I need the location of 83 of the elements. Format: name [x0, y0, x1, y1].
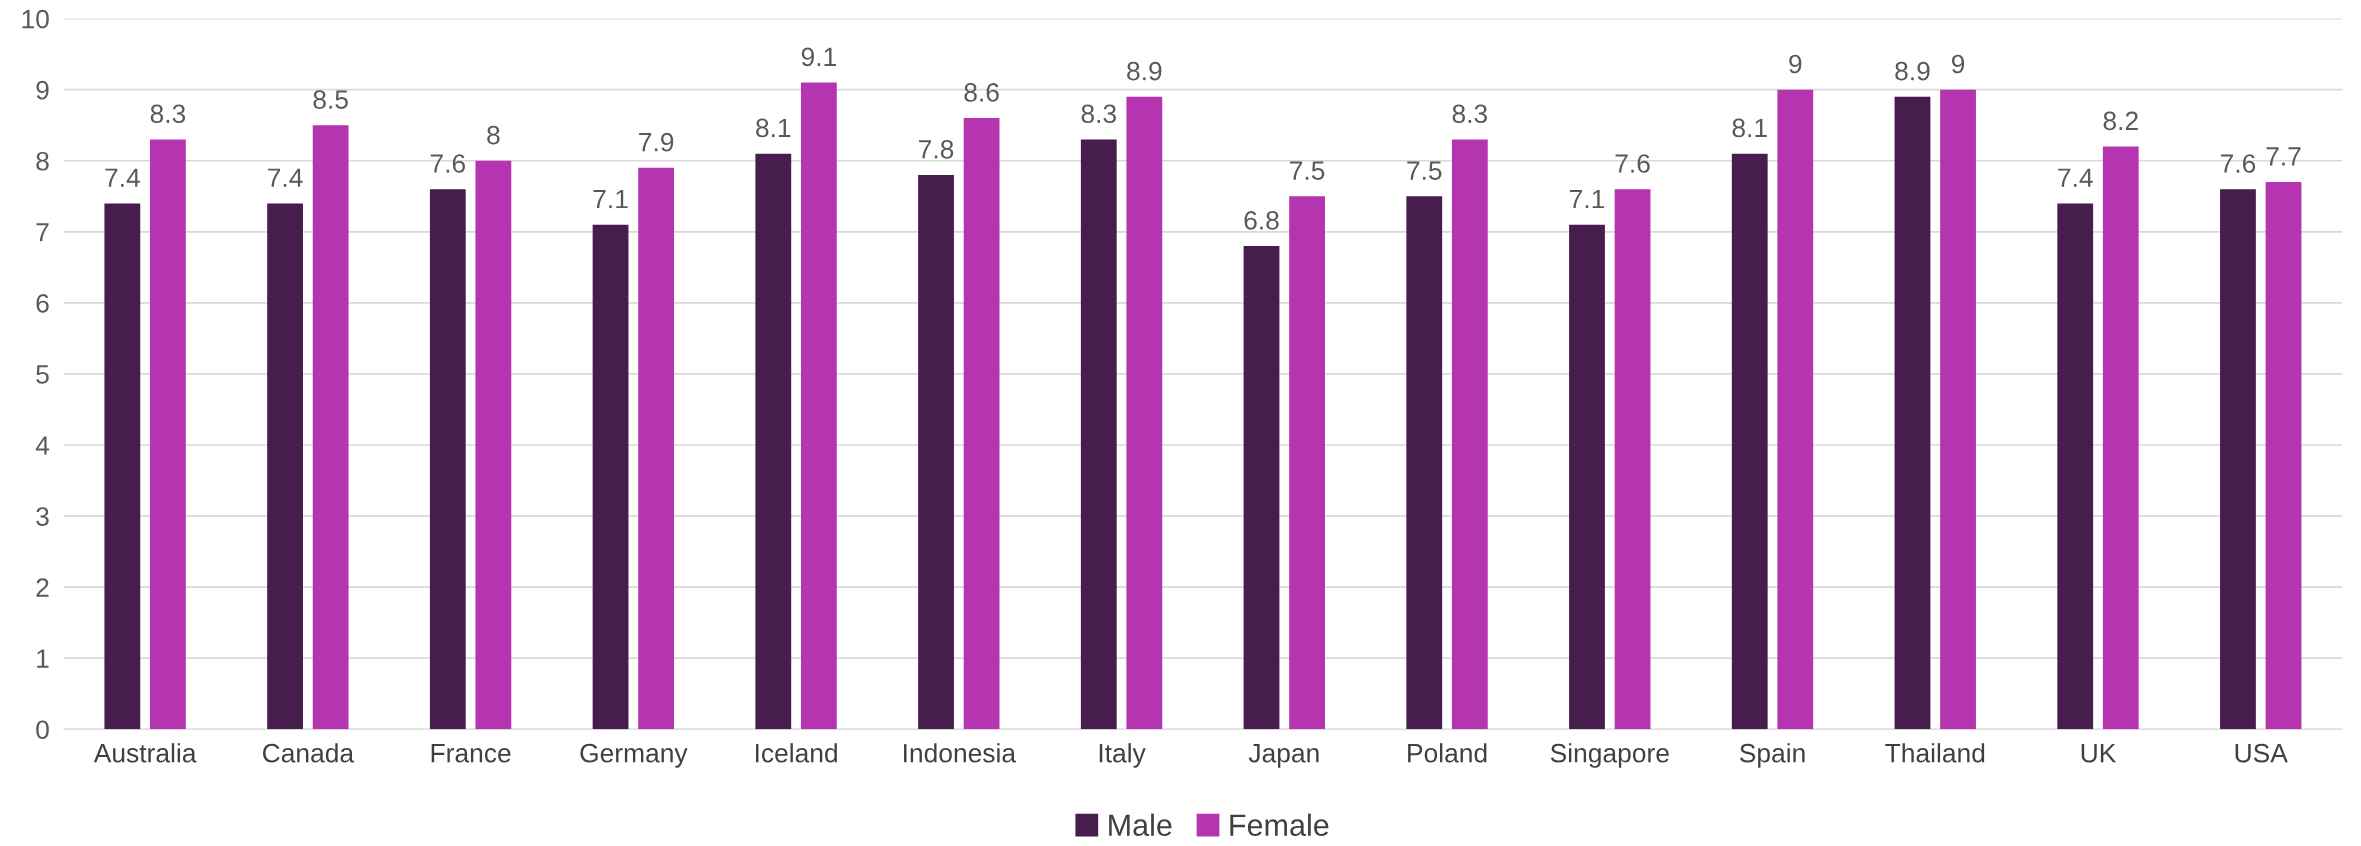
data-label: 8.2	[2103, 111, 2138, 131]
bar	[2220, 189, 2256, 730]
data-label: 8.1	[756, 118, 791, 138]
legend-label: Male	[1109, 813, 1172, 837]
data-label: 6.8	[1244, 211, 1279, 230]
bar	[1777, 89, 1814, 730]
data-label: 7.4	[268, 168, 303, 187]
data-label: 7.5	[1290, 161, 1325, 180]
data-label: 7.6	[430, 154, 465, 173]
data-label: 9.1	[801, 47, 836, 67]
bar	[104, 203, 141, 730]
x-tick-label: Spain	[1739, 743, 1805, 768]
y-tick-label: 1	[37, 649, 49, 668]
x-tick-label: Poland	[1408, 743, 1487, 763]
bar	[638, 167, 675, 730]
bar	[592, 224, 629, 730]
y-tick-label: 9	[36, 80, 49, 100]
bar	[1940, 89, 1976, 730]
y-tick-label: 10	[22, 9, 49, 29]
bar	[2265, 182, 2302, 730]
x-tick-label: USA	[2235, 743, 2288, 763]
y-tick-label: 2	[36, 578, 49, 597]
x-tick-label: Australia	[93, 743, 197, 763]
data-label: 8.1	[1732, 118, 1767, 138]
bar	[1614, 189, 1651, 730]
bar	[1451, 139, 1488, 730]
bar	[800, 82, 837, 730]
data-label: 7.4	[2058, 168, 2093, 187]
data-label: 8.9	[1127, 61, 1162, 81]
bar	[1126, 96, 1163, 730]
data-label: 8.3	[150, 104, 186, 124]
bar	[963, 118, 1000, 730]
data-label: 8	[487, 125, 500, 145]
legend-label: Female	[1230, 813, 1329, 837]
bar	[1569, 224, 1605, 730]
data-label: 8.3	[1081, 104, 1116, 124]
data-label: 7.6	[1615, 154, 1650, 173]
data-label: 8.3	[1452, 104, 1488, 124]
y-tick-label: 7	[36, 223, 49, 242]
data-label: 7.5	[1407, 161, 1442, 180]
y-tick-label: 5	[36, 365, 49, 384]
x-tick-label: Italy	[1099, 743, 1146, 768]
bar	[1894, 96, 1931, 730]
data-label: 7.1	[1570, 189, 1605, 209]
bar	[312, 125, 349, 730]
bar	[267, 203, 303, 730]
x-tick-label: Germany	[580, 743, 688, 768]
bar	[475, 160, 512, 730]
data-label: 7.4	[105, 168, 140, 187]
y-tick-label: 8	[36, 151, 49, 171]
bar	[918, 174, 954, 730]
data-label: 7.8	[919, 139, 954, 159]
bar	[1243, 246, 1280, 730]
bar	[1080, 139, 1117, 730]
data-label: 8.6	[964, 83, 999, 102]
x-tick-label: Japan	[1248, 744, 1319, 768]
x-tick-label: Singapore	[1550, 743, 1669, 768]
bar	[2102, 146, 2139, 730]
x-tick-label: UK	[2081, 744, 2117, 763]
bar	[150, 139, 186, 730]
x-tick-label: Thailand	[1885, 743, 1985, 763]
data-label: 8.5	[313, 90, 348, 109]
data-label: 9	[1789, 54, 1802, 74]
bar	[755, 153, 792, 730]
data-label: 8.9	[1895, 61, 1930, 81]
bar	[1289, 196, 1325, 730]
bar	[429, 189, 466, 730]
x-tick-label: Indonesia	[904, 743, 1017, 763]
x-tick-label: Iceland	[755, 743, 837, 763]
x-tick-label: France	[431, 744, 511, 763]
data-label: 9	[1951, 54, 1965, 74]
y-tick-label: 6	[36, 294, 49, 313]
y-tick-label: 3	[36, 507, 49, 526]
bar	[1731, 153, 1768, 730]
x-tick-label: Canada	[262, 743, 355, 763]
data-label: 7.7	[2266, 147, 2301, 166]
bar	[2057, 203, 2094, 730]
bar	[1406, 196, 1443, 730]
y-tick-label: 0	[36, 720, 49, 740]
data-label: 7.6	[2220, 154, 2256, 173]
y-tick-label: 4	[35, 436, 50, 455]
data-label: 7.9	[639, 132, 674, 152]
data-label: 7.1	[593, 189, 628, 209]
